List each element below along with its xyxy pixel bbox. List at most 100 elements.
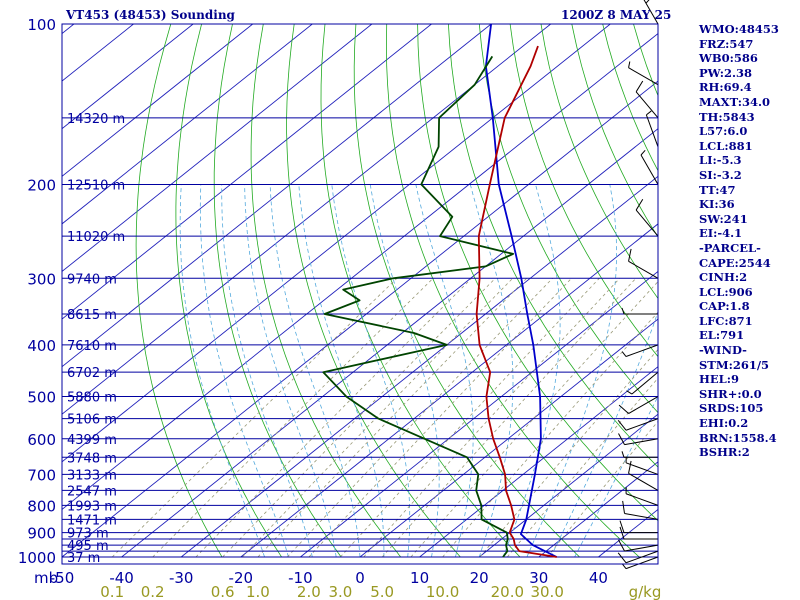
height-label: 14320 m bbox=[67, 112, 125, 127]
mixing-ratio-line bbox=[363, 278, 620, 558]
moist-adiabat-line bbox=[415, 184, 474, 558]
isotherm-line bbox=[62, 32, 658, 510]
dry-adiabat-line bbox=[213, 24, 342, 558]
moist-adiabat-line bbox=[526, 184, 618, 558]
wind-barb bbox=[621, 451, 658, 458]
index-item: TH:5843 bbox=[699, 109, 755, 124]
temperature-tick-label: 40 bbox=[589, 569, 608, 587]
index-item: PW:2.38 bbox=[699, 65, 753, 80]
index-item: L57:6.0 bbox=[699, 124, 748, 139]
index-item: SRDS:105 bbox=[699, 401, 764, 416]
wind-barb bbox=[628, 61, 659, 86]
isotherm-line bbox=[62, 24, 373, 273]
temperature-tick-label: -20 bbox=[229, 569, 254, 587]
index-item: CINH:2 bbox=[699, 270, 748, 285]
mixing-ratio-label: 0.2 bbox=[141, 583, 165, 600]
index-item: SI:-3.2 bbox=[699, 167, 742, 182]
wind-barb bbox=[626, 371, 659, 395]
index-item: LI:-5.3 bbox=[699, 153, 742, 168]
mixing-ratio-line bbox=[111, 278, 398, 558]
isotherm-line bbox=[121, 128, 658, 558]
index-item: TT:47 bbox=[699, 182, 736, 197]
dry-adiabat-line bbox=[175, 24, 282, 558]
mixing-ratio-line bbox=[195, 278, 472, 558]
dewpoint-curve bbox=[322, 55, 514, 558]
moist-adiabat-line bbox=[369, 184, 440, 558]
isobar-lines bbox=[62, 23, 658, 558]
pressure-tick-label: 700 bbox=[27, 466, 56, 484]
pressure-tick-label: 100 bbox=[27, 16, 56, 34]
sounding-datetime: 1200Z 8 MAY 25 bbox=[561, 8, 672, 22]
moist-adiabat-line bbox=[244, 184, 337, 558]
index-item: SW:241 bbox=[699, 211, 748, 226]
pressure-tick-label: 500 bbox=[27, 389, 56, 407]
pressure-tick-label: 800 bbox=[27, 497, 56, 515]
index-item: SHR+:0.0 bbox=[699, 386, 762, 401]
isotherm-line bbox=[62, 24, 432, 320]
wind-barb bbox=[628, 248, 659, 279]
index-item: HEL:9 bbox=[699, 372, 739, 387]
isotherm-line bbox=[240, 223, 658, 558]
index-item: EHI:0.2 bbox=[699, 416, 749, 431]
mixing-ratio-line bbox=[442, 311, 658, 558]
mixing-ratio-label: 2.0 bbox=[297, 583, 321, 600]
moist-adiabat-line bbox=[269, 184, 361, 558]
mixing-ratio-line bbox=[340, 278, 600, 558]
wind-barb bbox=[621, 556, 659, 570]
index-item: RH:69.4 bbox=[699, 80, 752, 95]
index-item: FRZ:547 bbox=[699, 36, 754, 51]
plot-frame bbox=[61, 23, 659, 565]
dry-adiabat-line bbox=[250, 24, 402, 558]
moist-adiabat-line bbox=[331, 184, 411, 558]
wind-barb bbox=[645, 110, 659, 148]
temperature-curve bbox=[475, 45, 557, 558]
isotherm-line bbox=[478, 413, 658, 558]
wind-barb bbox=[618, 396, 659, 414]
wind-barb bbox=[621, 344, 659, 357]
moist-adiabat-line bbox=[298, 184, 385, 558]
height-label: 973 m bbox=[67, 527, 109, 542]
height-label: 1471 m bbox=[67, 513, 117, 528]
wind-barb bbox=[640, 149, 659, 185]
isotherm-line bbox=[62, 24, 254, 177]
isotherm-line bbox=[62, 24, 611, 463]
index-item: EI:-4.1 bbox=[699, 226, 743, 241]
wind-barb bbox=[628, 460, 659, 491]
wind-barbs bbox=[617, 0, 659, 570]
index-item: CAP:1.8 bbox=[699, 299, 750, 314]
temperature-tick-label: 30 bbox=[529, 569, 548, 587]
dry-adiabat-line bbox=[286, 24, 461, 558]
index-item: BSHR:2 bbox=[699, 445, 750, 460]
wind-barb bbox=[619, 526, 658, 540]
index-item: EL:791 bbox=[699, 328, 745, 343]
mixing-ratio-label: 1.0 bbox=[246, 583, 270, 600]
mixing-ratio-line bbox=[479, 348, 658, 558]
mixing-ratio-line bbox=[308, 278, 572, 558]
index-item: -WIND- bbox=[699, 343, 747, 358]
pressure-unit-label: mb bbox=[34, 569, 58, 587]
pressure-tick-label: 900 bbox=[27, 525, 56, 543]
isotherm-line bbox=[0, 24, 14, 557]
wind-barb bbox=[643, 0, 659, 25]
pressure-tick-label: 400 bbox=[27, 337, 56, 355]
index-item: MAXT:34.0 bbox=[699, 94, 770, 109]
height-label: 5880 m bbox=[67, 391, 117, 406]
indices-panel: WMO:48453 FRZ:547 WB0:586 PW:2.38 RH:69.4 MAX… bbox=[699, 22, 779, 460]
moist-adiabat-line bbox=[199, 184, 289, 558]
wind-barb bbox=[618, 433, 659, 446]
height-label: 37 m bbox=[67, 551, 100, 566]
pressure-tick-label: 300 bbox=[27, 270, 56, 288]
mixing-ratio-unit-label: g/kg bbox=[629, 583, 662, 600]
index-item: LCL:881 bbox=[699, 138, 753, 153]
mixing-ratio-label: 3.0 bbox=[328, 583, 352, 600]
isotherm-line bbox=[538, 461, 658, 558]
dry-adiabat-line bbox=[788, 24, 800, 557]
height-label: 3133 m bbox=[67, 468, 117, 483]
temperature-tick-label: 0 bbox=[355, 569, 365, 587]
height-label: 6702 m bbox=[67, 366, 117, 381]
height-label: 495 m bbox=[67, 539, 109, 554]
wind-barb bbox=[635, 199, 659, 237]
index-item: LFC:871 bbox=[699, 313, 753, 328]
dry-adiabat-line bbox=[353, 24, 580, 558]
